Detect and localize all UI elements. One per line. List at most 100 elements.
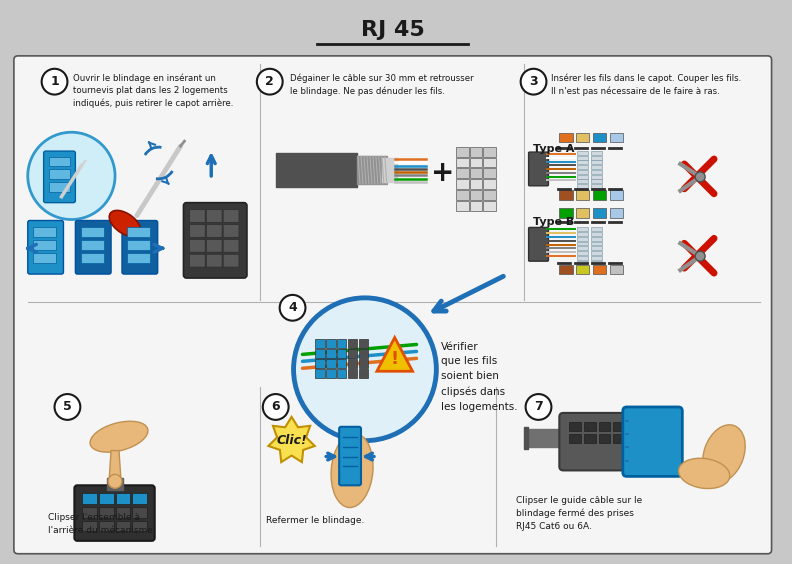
FancyBboxPatch shape [591, 170, 602, 174]
Circle shape [263, 394, 288, 420]
FancyBboxPatch shape [223, 224, 239, 237]
FancyBboxPatch shape [584, 434, 596, 443]
Text: Vérifier
que les fils
soient bien
clipsés dans
les logements.: Vérifier que les fils soient bien clipsé… [441, 342, 518, 412]
FancyBboxPatch shape [348, 359, 357, 368]
FancyBboxPatch shape [49, 169, 70, 179]
FancyBboxPatch shape [591, 179, 602, 183]
FancyBboxPatch shape [483, 179, 497, 190]
Text: 5: 5 [63, 400, 72, 413]
FancyBboxPatch shape [591, 256, 602, 259]
Circle shape [55, 394, 80, 420]
FancyBboxPatch shape [483, 147, 497, 157]
FancyBboxPatch shape [528, 152, 548, 186]
FancyBboxPatch shape [455, 190, 469, 200]
FancyBboxPatch shape [470, 179, 482, 190]
FancyBboxPatch shape [483, 190, 497, 200]
FancyBboxPatch shape [359, 339, 368, 348]
FancyBboxPatch shape [577, 170, 588, 174]
FancyBboxPatch shape [122, 221, 158, 274]
FancyBboxPatch shape [559, 208, 573, 218]
FancyBboxPatch shape [74, 485, 154, 541]
FancyBboxPatch shape [470, 201, 482, 211]
Ellipse shape [703, 425, 745, 482]
FancyBboxPatch shape [44, 151, 75, 202]
FancyBboxPatch shape [33, 227, 56, 237]
Polygon shape [109, 451, 121, 481]
FancyBboxPatch shape [483, 157, 497, 168]
FancyBboxPatch shape [206, 254, 222, 267]
FancyBboxPatch shape [591, 227, 602, 231]
Text: RJ 45: RJ 45 [361, 20, 425, 40]
FancyBboxPatch shape [591, 156, 602, 160]
FancyBboxPatch shape [455, 147, 469, 157]
FancyBboxPatch shape [610, 208, 623, 218]
FancyBboxPatch shape [337, 339, 346, 348]
FancyBboxPatch shape [326, 349, 336, 358]
FancyBboxPatch shape [576, 191, 589, 200]
Text: !: ! [390, 350, 398, 368]
Ellipse shape [109, 210, 141, 236]
FancyBboxPatch shape [559, 265, 573, 274]
FancyBboxPatch shape [128, 227, 150, 237]
FancyBboxPatch shape [577, 256, 588, 259]
FancyBboxPatch shape [569, 434, 581, 443]
FancyBboxPatch shape [81, 253, 104, 263]
FancyBboxPatch shape [75, 221, 111, 274]
Ellipse shape [90, 421, 148, 452]
Polygon shape [377, 337, 413, 371]
FancyBboxPatch shape [82, 493, 97, 504]
FancyBboxPatch shape [577, 184, 588, 188]
FancyBboxPatch shape [577, 227, 588, 231]
FancyBboxPatch shape [189, 254, 205, 267]
FancyBboxPatch shape [189, 239, 205, 252]
FancyBboxPatch shape [116, 493, 131, 504]
FancyBboxPatch shape [81, 240, 104, 250]
FancyBboxPatch shape [591, 175, 602, 179]
Circle shape [526, 394, 551, 420]
FancyBboxPatch shape [577, 165, 588, 169]
FancyBboxPatch shape [591, 237, 602, 241]
FancyBboxPatch shape [592, 133, 606, 143]
FancyBboxPatch shape [82, 521, 97, 531]
FancyBboxPatch shape [470, 190, 482, 200]
Ellipse shape [331, 433, 373, 508]
Text: Dégainer le câble sur 30 mm et retrousser
le blindage. Ne pas dénuder les fils.: Dégainer le câble sur 30 mm et retrousse… [290, 74, 473, 96]
Circle shape [28, 132, 115, 219]
Circle shape [42, 69, 67, 95]
FancyBboxPatch shape [49, 157, 70, 166]
FancyBboxPatch shape [576, 133, 589, 143]
FancyBboxPatch shape [455, 157, 469, 168]
FancyBboxPatch shape [116, 521, 131, 531]
Text: Clic!: Clic! [276, 434, 307, 447]
FancyBboxPatch shape [206, 210, 222, 222]
Text: 6: 6 [272, 400, 280, 413]
FancyBboxPatch shape [470, 157, 482, 168]
FancyBboxPatch shape [577, 261, 588, 265]
FancyBboxPatch shape [223, 210, 239, 222]
FancyBboxPatch shape [591, 232, 602, 236]
FancyBboxPatch shape [613, 434, 626, 443]
FancyBboxPatch shape [348, 339, 357, 348]
FancyBboxPatch shape [559, 413, 637, 470]
Circle shape [520, 69, 546, 95]
FancyBboxPatch shape [99, 506, 113, 518]
FancyBboxPatch shape [577, 246, 588, 250]
FancyBboxPatch shape [337, 369, 346, 377]
FancyBboxPatch shape [348, 349, 357, 358]
Text: Refermer le blindage.: Refermer le blindage. [266, 516, 364, 525]
Circle shape [294, 298, 436, 440]
FancyBboxPatch shape [359, 359, 368, 368]
FancyBboxPatch shape [483, 169, 497, 178]
FancyBboxPatch shape [584, 422, 596, 431]
FancyBboxPatch shape [577, 251, 588, 255]
FancyBboxPatch shape [99, 521, 113, 531]
FancyBboxPatch shape [189, 210, 205, 222]
FancyBboxPatch shape [189, 224, 205, 237]
Circle shape [695, 251, 705, 261]
Circle shape [257, 69, 283, 95]
FancyBboxPatch shape [577, 151, 588, 155]
FancyBboxPatch shape [455, 201, 469, 211]
FancyBboxPatch shape [132, 521, 147, 531]
FancyBboxPatch shape [116, 506, 131, 518]
FancyBboxPatch shape [326, 369, 336, 377]
